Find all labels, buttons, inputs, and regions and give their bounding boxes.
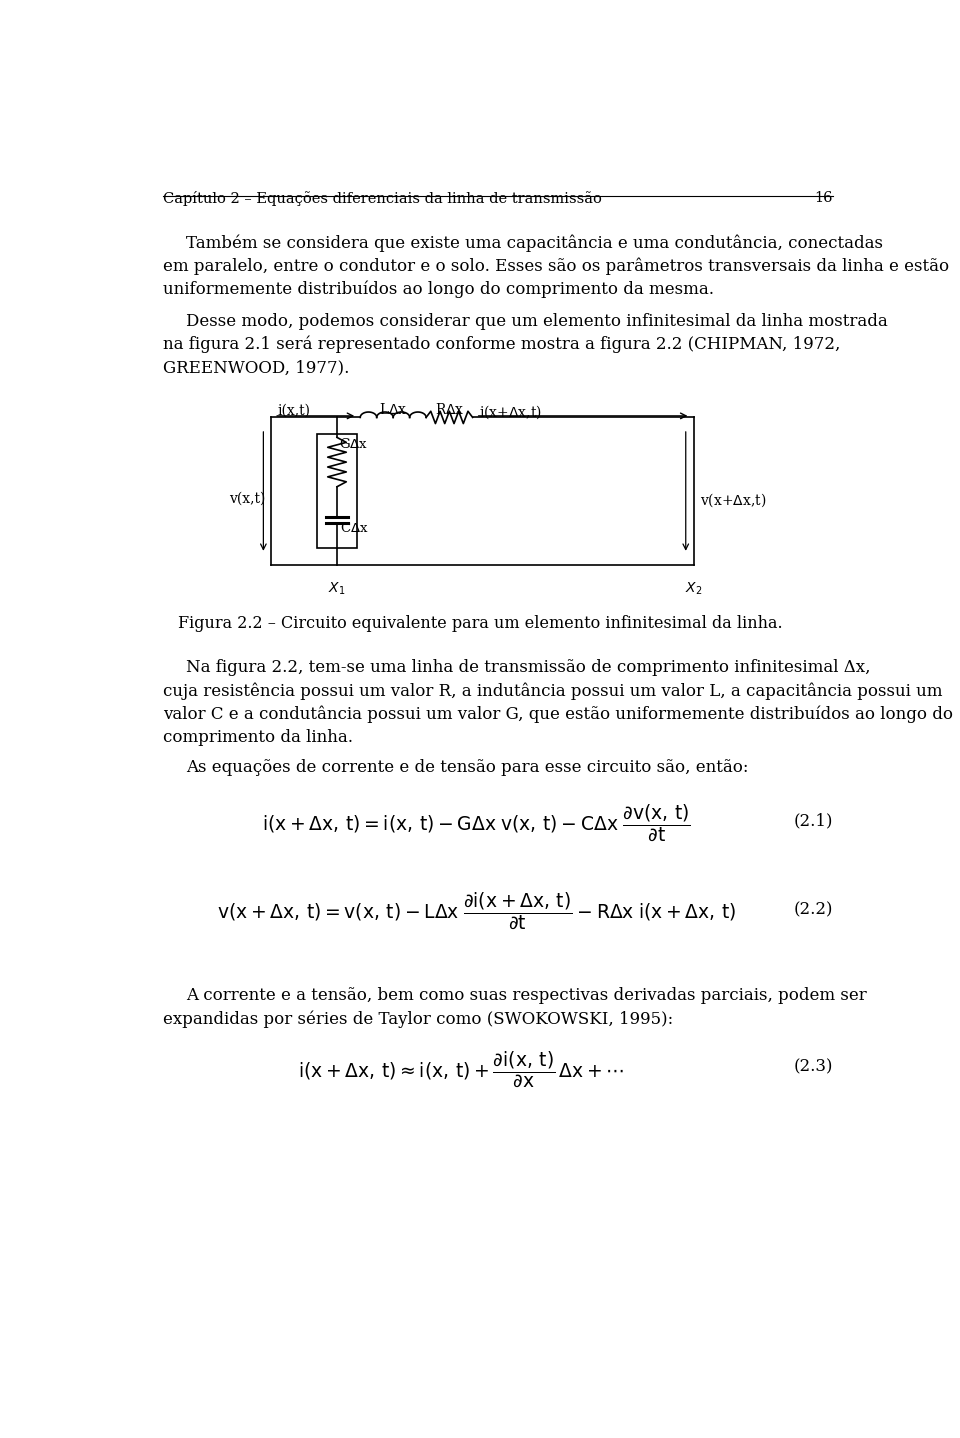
Text: v(x+$\Delta$x,t): v(x+$\Delta$x,t) <box>700 492 766 509</box>
Text: Desse modo, podemos considerar que um elemento infinitesimal da linha mostrada: Desse modo, podemos considerar que um el… <box>186 312 888 329</box>
Text: comprimento da linha.: comprimento da linha. <box>162 729 352 745</box>
Text: $\rm i(x + \Delta x,\,t) = i(x,\,t) - G\Delta x\;v(x,\,t) - C\Delta x\;\dfrac{\p: $\rm i(x + \Delta x,\,t) = i(x,\,t) - G\… <box>262 802 691 844</box>
Text: C$\Delta$x: C$\Delta$x <box>340 522 369 535</box>
Text: valor C e a condutância possui um valor G, que estão uniformemente distribuídos : valor C e a condutância possui um valor … <box>162 706 952 723</box>
Text: $X_2$: $X_2$ <box>684 581 702 597</box>
Text: L$\Delta$x: L$\Delta$x <box>378 403 407 417</box>
Text: A corrente e a tensão, bem como suas respectivas derivadas parciais, podem ser: A corrente e a tensão, bem como suas res… <box>186 988 867 1004</box>
Text: uniformemente distribuídos ao longo do comprimento da mesma.: uniformemente distribuídos ao longo do c… <box>162 280 713 298</box>
Text: GREENWOOD, 1977).: GREENWOOD, 1977). <box>162 360 349 375</box>
Text: expandidas por séries de Taylor como (SWOKOWSKI, 1995):: expandidas por séries de Taylor como (SW… <box>162 1011 673 1028</box>
Text: cuja resistência possui um valor R, a indutância possui um valor L, a capacitânc: cuja resistência possui um valor R, a in… <box>162 682 942 700</box>
Text: (2.2): (2.2) <box>794 902 833 917</box>
Text: G$\Delta$x: G$\Delta$x <box>339 437 368 452</box>
Text: $\rm i(x + \Delta x,\,t) \approx i(x,\,t) + \dfrac{\partial i(x,\,t)}{\partial x: $\rm i(x + \Delta x,\,t) \approx i(x,\,t… <box>298 1050 624 1090</box>
Bar <box>317 434 357 548</box>
Text: Figura 2.2 – Circuito equivalente para um elemento infinitesimal da linha.: Figura 2.2 – Circuito equivalente para u… <box>179 615 782 633</box>
Text: (2.3): (2.3) <box>794 1058 833 1076</box>
Text: v(x,t): v(x,t) <box>228 492 265 505</box>
Text: Também se considera que existe uma capacitância e uma condutância, conectadas: Também se considera que existe uma capac… <box>186 234 883 252</box>
Text: 16: 16 <box>814 191 833 206</box>
Text: (2.1): (2.1) <box>794 812 833 830</box>
Text: i(x,t): i(x,t) <box>277 404 310 417</box>
Text: R$\Delta$x: R$\Delta$x <box>435 403 465 417</box>
Text: $\rm v(x + \Delta x,\,t) = v(x,\,t) - L\Delta x\;\dfrac{\partial i(x + \Delta x,: $\rm v(x + \Delta x,\,t) = v(x,\,t) - L\… <box>217 892 736 932</box>
Text: i(x+$\Delta$x,t): i(x+$\Delta$x,t) <box>479 404 541 421</box>
Text: na figura 2.1 será representado conforme mostra a figura 2.2 (CHIPMAN, 1972,: na figura 2.1 será representado conforme… <box>162 336 840 354</box>
Text: Na figura 2.2, tem-se uma linha de transmissão de comprimento infinitesimal Δx,: Na figura 2.2, tem-se uma linha de trans… <box>186 659 871 676</box>
Text: $X_1$: $X_1$ <box>328 581 346 597</box>
Text: As equações de corrente e de tensão para esse circuito são, então:: As equações de corrente e de tensão para… <box>186 759 749 777</box>
Text: Capítulo 2 – Equações diferenciais da linha de transmissão: Capítulo 2 – Equações diferenciais da li… <box>162 191 602 206</box>
Text: em paralelo, entre o condutor e o solo. Esses são os parâmetros transversais da : em paralelo, entre o condutor e o solo. … <box>162 257 948 275</box>
